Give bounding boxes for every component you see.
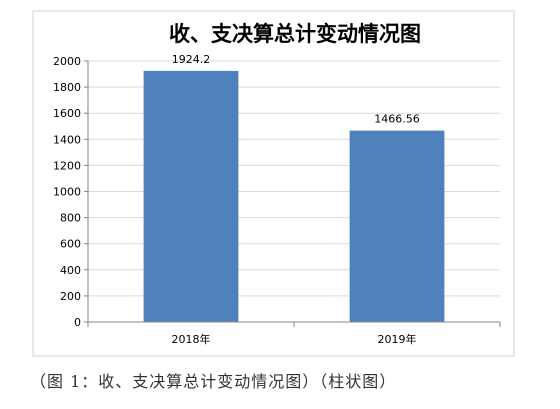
y-tick-label: 600 [60, 238, 81, 251]
bar-value-label: 1466.56 [374, 113, 420, 126]
chart: 收、支决算总计变动情况图 0 200 400 600 800 1000 1200 1400 16… [32, 10, 515, 357]
y-tick-label: 1000 [53, 186, 81, 199]
figure-caption: （图 1：收、支决算总计变动情况图）（柱状图） [30, 372, 397, 391]
chart-title: 收、支决算总计变动情况图 [169, 22, 421, 46]
y-axis: 0 200 400 600 800 1000 1200 1400 1600 1800 2000 [53, 55, 89, 329]
y-tick-label: 200 [60, 290, 81, 303]
bar [349, 130, 445, 322]
y-tick-label: 800 [60, 212, 81, 225]
y-tick-label: 1400 [53, 133, 81, 146]
bar-value-label: 1924.2 [172, 53, 211, 66]
y-tick-label: 2000 [53, 55, 81, 68]
x-tick-label: 2019年 [378, 332, 417, 346]
x-axis: 2018年 2019年 [87, 321, 501, 346]
y-tick-label: 400 [60, 264, 81, 277]
bar [143, 70, 239, 322]
y-tick-label: 1800 [53, 81, 81, 94]
y-tick-label: 1600 [53, 107, 81, 120]
x-tick-label: 2018年 [172, 332, 211, 346]
y-tick-label: 0 [74, 316, 81, 329]
bars: 1924.2 1466.56 [143, 53, 445, 322]
y-tick-label: 1200 [53, 159, 81, 172]
